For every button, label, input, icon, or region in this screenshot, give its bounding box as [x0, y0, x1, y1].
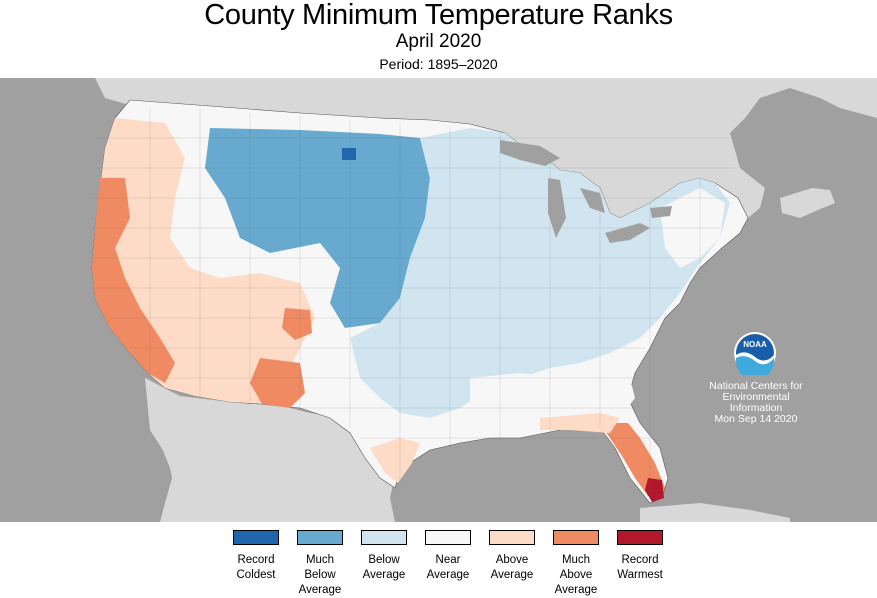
region-florida-record-warm	[645, 478, 664, 502]
ncei-date: Mon Sep 14 2020	[714, 413, 798, 425]
legend-label: Record Warmest	[617, 554, 663, 581]
legend-label: Record Coldest	[236, 554, 276, 581]
legend-label: Much Below Average	[298, 554, 342, 596]
great-lakes	[500, 140, 672, 243]
legend-swatch	[361, 530, 407, 545]
legend-near: Near Average	[416, 530, 480, 583]
legend-record-coldest: Record Coldest	[224, 530, 288, 583]
legend-much-above: Much Above Average	[544, 530, 608, 598]
ncei-line-2: Environmental	[722, 391, 790, 403]
legend: Record Coldest Much Below Average Below …	[0, 530, 877, 598]
legend-swatch	[553, 530, 599, 545]
map-period: Period: 1895–2020	[379, 56, 498, 72]
noaa-logo-text: NOAA	[743, 340, 767, 349]
caribbean-land	[640, 503, 790, 522]
map-subtitle: April 2020	[395, 31, 482, 52]
legend-label: Above Average	[490, 554, 534, 581]
mexico-land	[145, 378, 395, 522]
ncei-line-1: National Centers for	[709, 380, 803, 392]
baja-land	[148, 388, 212, 522]
legend-swatch	[297, 530, 343, 545]
map-title: County Minimum Temperature Ranks	[204, 0, 673, 31]
maritime-land	[780, 188, 835, 218]
region-southwest-much-above	[250, 358, 305, 408]
legend-much-below: Much Below Average	[288, 530, 352, 598]
legend-swatch	[425, 530, 471, 545]
ncei-line-3: Information	[729, 402, 783, 414]
region-east-below	[350, 128, 730, 418]
noaa-logo: NOAA	[733, 331, 777, 380]
legend-above: Above Average	[480, 530, 544, 583]
legend-label: Near Average	[426, 554, 470, 581]
region-record-coldest	[342, 148, 356, 160]
legend-swatch	[489, 530, 535, 545]
region-california-much-above	[92, 178, 175, 383]
legend-label: Below Average	[362, 554, 406, 581]
region-texas-coast-above	[370, 438, 420, 483]
map-area	[0, 78, 877, 522]
legend-swatch	[617, 530, 663, 545]
ncei-credit: National Centers for Environmental Infor…	[700, 381, 812, 425]
legend-below: Below Average	[352, 530, 416, 583]
legend-label: Much Above Average	[554, 554, 598, 596]
legend-swatch	[233, 530, 279, 545]
legend-record-warmest: Record Warmest	[608, 530, 672, 583]
us-county-map	[0, 78, 877, 522]
region-nm-much-above	[282, 308, 312, 340]
